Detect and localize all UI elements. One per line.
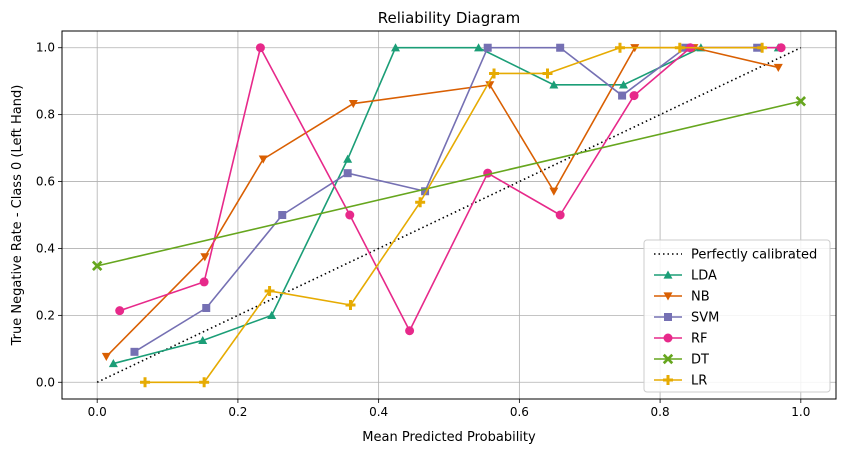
data-point-lda (619, 80, 629, 89)
legend-marker-lda (663, 270, 673, 279)
legend-label-lr: LR (691, 374, 707, 389)
x-tick-label: 0.6 (510, 405, 529, 419)
x-tick-label: 1.0 (791, 405, 810, 419)
legend-label-lda: LDA (691, 269, 717, 284)
data-point-lda (108, 359, 118, 368)
series-layer (91, 42, 807, 388)
legend-box (643, 239, 831, 393)
data-point-lr (542, 68, 553, 79)
data-point-lr (140, 377, 151, 388)
series-dt (91, 96, 807, 272)
data-point-nb (258, 155, 268, 164)
data-point-lda (198, 335, 208, 345)
data-point-nb (101, 352, 111, 362)
legend-label-perfectly-calibrated: Perfectly calibrated (691, 248, 817, 263)
series-lr (140, 42, 768, 388)
data-point-nb (348, 99, 358, 109)
series-line-dt (96, 100, 802, 267)
data-point-rf (255, 43, 265, 53)
data-point-dt (91, 260, 103, 272)
y-tick-label: 1.0 (36, 41, 55, 55)
data-point-rf (345, 210, 355, 220)
x-tick-label: 0.8 (651, 405, 670, 419)
x-tick-label: 0.2 (228, 405, 247, 419)
series-line-lda (113, 46, 779, 365)
data-point-lr (614, 42, 625, 53)
data-point-rf (115, 306, 125, 316)
x-ticks: 0.0 0.2 0.4 0.6 0.8 1.0 (88, 399, 810, 419)
data-point-rf (555, 210, 565, 220)
y-tick-label: 0.2 (36, 308, 55, 322)
chart-title: Reliability Diagram (378, 9, 520, 27)
legend-label-svm: SVM (691, 311, 719, 326)
data-point-svm (343, 169, 352, 178)
legend: Perfectly calibrated LDA NB SVM RF DT LR (643, 239, 831, 393)
x-tick-label: 0.4 (369, 405, 388, 419)
data-point-lr (674, 42, 685, 53)
plot-frame (61, 30, 837, 400)
series-line-lr (145, 46, 763, 384)
legend-marker-rf (663, 333, 673, 343)
data-point-svm (556, 43, 565, 52)
series-line-rf (119, 46, 782, 332)
data-point-rf (199, 277, 209, 287)
legend-marker-nb (663, 292, 673, 301)
data-point-lda (549, 80, 559, 89)
data-point-svm (618, 91, 627, 100)
data-point-lda (267, 310, 277, 319)
data-point-lr (199, 377, 210, 388)
legend-label-rf: RF (691, 332, 708, 347)
legend-label-nb: NB (691, 290, 710, 305)
series-line-svm (134, 46, 758, 353)
data-point-lda (391, 43, 401, 52)
data-point-rf (776, 43, 786, 53)
perfectly-calibrated-line (96, 47, 802, 383)
data-point-lr (345, 299, 356, 310)
x-axis-label: Mean Predicted Probability (362, 430, 536, 445)
data-point-rf (629, 91, 639, 101)
data-point-lr (757, 42, 768, 53)
data-point-lda (474, 43, 484, 52)
x-tick-label: 0.0 (88, 405, 107, 419)
data-point-nb (773, 63, 783, 72)
legend-marker-lr (663, 375, 673, 385)
y-tick-label: 0.4 (36, 241, 55, 255)
y-tick-label: 0.6 (36, 175, 55, 189)
data-point-lr (415, 197, 426, 208)
data-point-svm (130, 347, 139, 356)
data-point-svm (202, 304, 211, 313)
y-ticks: 0.0 0.2 0.4 0.6 0.8 1.0 (36, 41, 62, 389)
data-point-nb (200, 253, 210, 262)
reference-line (96, 47, 802, 383)
data-point-rf (405, 326, 415, 336)
data-point-svm (483, 43, 492, 52)
data-point-lr (489, 68, 500, 79)
data-point-dt (795, 96, 807, 107)
y-axis-label: True Negative Rate - Class 0 (Left Hand) (10, 85, 25, 347)
legend-marker-dt (662, 353, 674, 365)
data-point-nb (549, 187, 559, 196)
data-point-svm (421, 187, 430, 196)
series-rf (115, 43, 786, 336)
y-tick-label: 0.8 (36, 108, 55, 122)
data-point-lr (264, 285, 275, 296)
data-point-lda (343, 154, 353, 163)
legend-marker-svm (664, 313, 672, 321)
legend-label-dt: DT (691, 353, 709, 368)
y-tick-label: 0.0 (36, 375, 55, 389)
data-point-svm (278, 211, 287, 219)
